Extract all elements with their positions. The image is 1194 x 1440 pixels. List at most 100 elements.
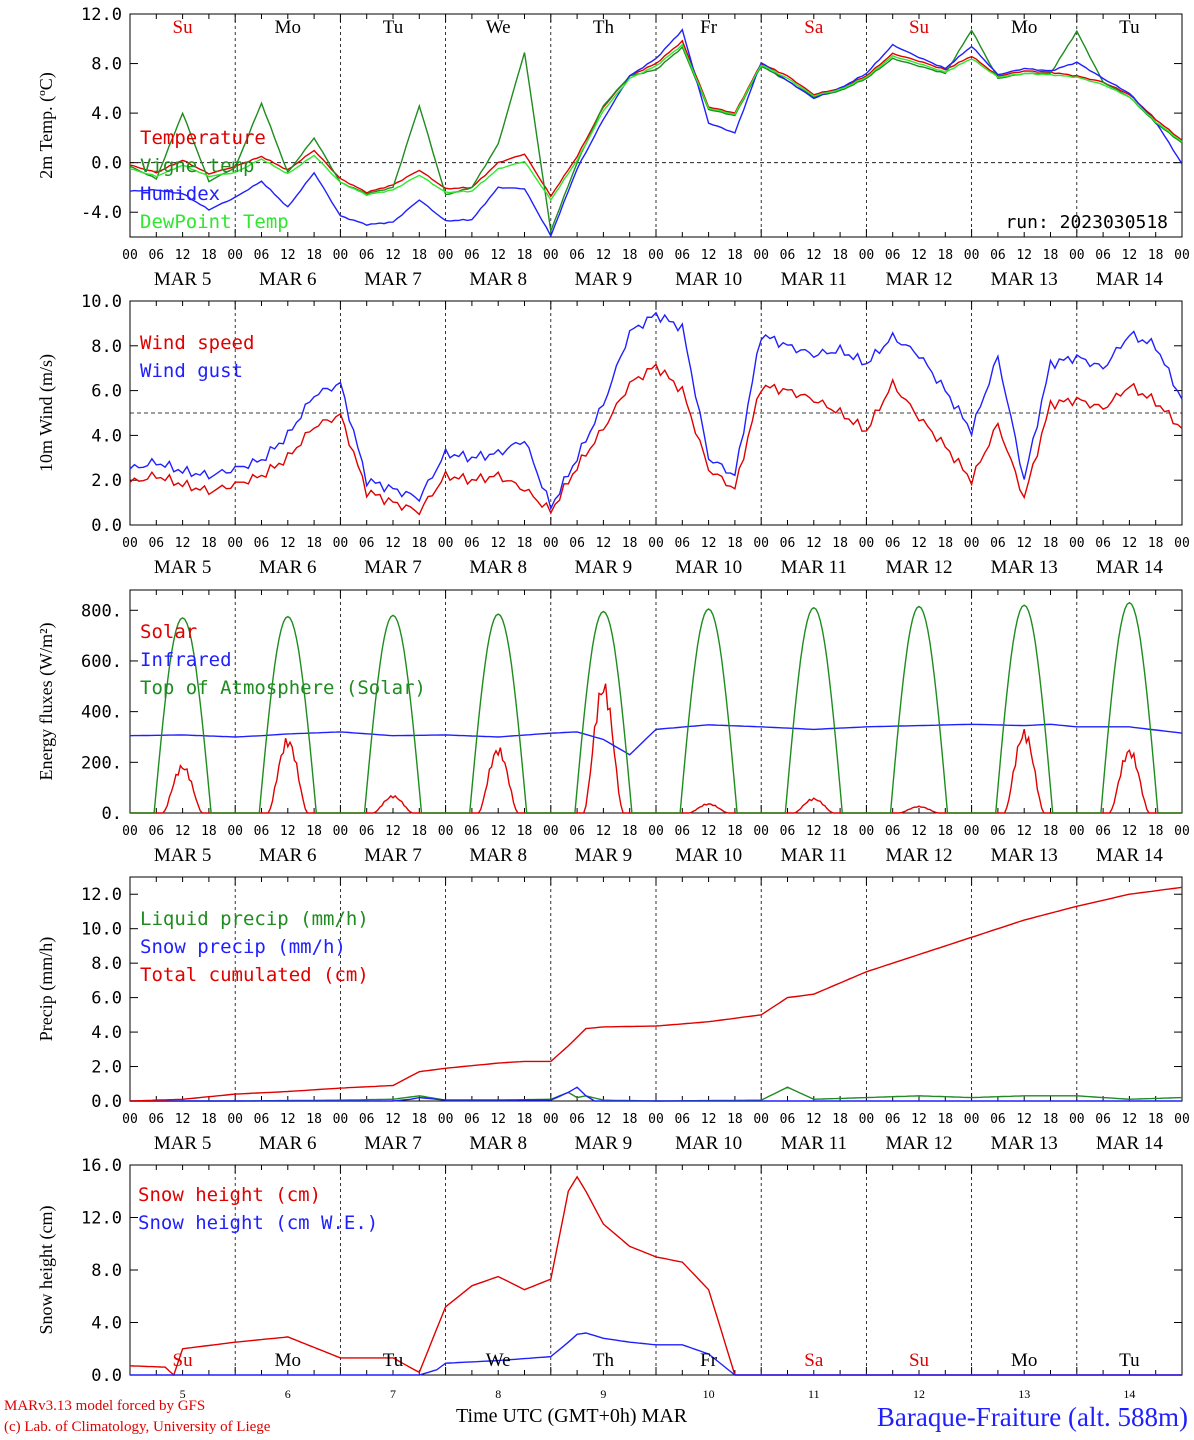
hour-tick-label: 00	[227, 248, 243, 263]
hour-tick-label: 18	[832, 1112, 848, 1127]
y-tick-label: 0.0	[91, 1092, 122, 1112]
hour-tick-label: 12	[280, 824, 296, 839]
hour-tick-label: 00	[438, 1112, 454, 1127]
weekday-label: Su	[173, 1350, 194, 1371]
hour-tick-label: 06	[1095, 248, 1111, 263]
hour-tick-label: 12	[1122, 536, 1138, 551]
hour-tick-label: 06	[674, 248, 690, 263]
date-label: MAR 14	[1096, 557, 1164, 578]
weekday-label: Tu	[383, 1350, 404, 1371]
hour-tick-label: 06	[464, 536, 480, 551]
legend-entry: Solar	[140, 621, 197, 643]
hour-tick-label: 18	[517, 1112, 533, 1127]
date-label: MAR 11	[781, 845, 847, 866]
date-label: MAR 5	[154, 269, 212, 290]
hour-tick-label: 06	[780, 824, 796, 839]
date-label: MAR 14	[1096, 845, 1164, 866]
hour-tick-label: 00	[227, 536, 243, 551]
hour-tick-label: 00	[1174, 248, 1190, 263]
hour-tick-label: 12	[490, 1112, 506, 1127]
hour-tick-label: 18	[1043, 248, 1059, 263]
hour-tick-label: 18	[411, 248, 427, 263]
date-label: MAR 9	[575, 269, 633, 290]
y-tick-label: 200.	[81, 753, 122, 773]
hour-tick-label: 18	[201, 1112, 217, 1127]
y-tick-label: 10.0	[81, 920, 122, 940]
hour-tick-label: 12	[1016, 1112, 1032, 1127]
hour-tick-label: 06	[990, 536, 1006, 551]
hour-tick-label: 06	[674, 536, 690, 551]
date-label: MAR 13	[991, 557, 1058, 578]
hour-tick-label: 06	[254, 1112, 270, 1127]
hour-tick-label: 06	[464, 824, 480, 839]
plot-frame	[129, 13, 1183, 238]
date-label: MAR 7	[364, 845, 422, 866]
date-label: MAR 7	[364, 557, 422, 578]
hour-tick-label: 06	[780, 536, 796, 551]
hour-tick-label: 06	[254, 536, 270, 551]
y-tick-label: 8.0	[91, 337, 122, 357]
hour-tick-label: 12	[175, 824, 191, 839]
hour-tick-label: 00	[753, 1112, 769, 1127]
hour-tick-label: 00	[333, 248, 349, 263]
hour-tick-label: 18	[1043, 536, 1059, 551]
hour-tick-label: 06	[1095, 824, 1111, 839]
hour-tick-label: 00	[543, 248, 559, 263]
weekday-label: Su	[909, 17, 930, 38]
weekday-label: Su	[909, 1350, 930, 1371]
date-label: MAR 13	[991, 269, 1058, 290]
hour-tick-label: 06	[1095, 536, 1111, 551]
hour-tick-label: 00	[333, 536, 349, 551]
y-tick-label: 0.0	[91, 516, 122, 536]
y-tick-label: 0.0	[91, 154, 122, 174]
date-label: MAR 10	[675, 845, 742, 866]
hour-tick-label: 18	[306, 248, 322, 263]
hour-tick-label: 06	[148, 536, 164, 551]
hour-tick-label: 00	[753, 248, 769, 263]
hour-tick-label: 12	[385, 248, 401, 263]
date-label: MAR 12	[885, 269, 952, 290]
hour-tick-label: 18	[411, 536, 427, 551]
hour-tick-label: 06	[674, 824, 690, 839]
series-line-snow-precip-mm-h-	[130, 1086, 1182, 1102]
hour-tick-label: 18	[727, 536, 743, 551]
hour-tick-label: 12	[1016, 248, 1032, 263]
y-tick-label: 4.0	[91, 1314, 122, 1334]
y-axis-label: 2m Temp. (ºC)	[36, 72, 57, 178]
weekday-label: We	[486, 17, 511, 38]
hour-tick-label: 00	[859, 248, 875, 263]
weekday-label: Sa	[804, 17, 824, 38]
hour-tick-label: 12	[280, 536, 296, 551]
day-number-label: 11	[808, 1387, 820, 1401]
day-number-label: 14	[1123, 1387, 1135, 1401]
hour-tick-label: 00	[648, 248, 664, 263]
hour-tick-label: 12	[596, 1112, 612, 1127]
hour-tick-label: 18	[622, 1112, 638, 1127]
date-label: MAR 6	[259, 1133, 317, 1154]
series-line-wind-gust	[129, 311, 1183, 511]
hour-tick-label: 06	[148, 248, 164, 263]
hour-tick-label: 00	[333, 1112, 349, 1127]
legend-entry: Total cumulated (cm)	[140, 964, 369, 986]
day-number-label: 12	[913, 1387, 925, 1401]
legend-entry: Snow height (cm)	[138, 1184, 321, 1206]
hour-tick-label: 00	[964, 536, 980, 551]
weekday-label: Tu	[1119, 1350, 1140, 1371]
weekday-label: Fr	[700, 17, 718, 38]
series-line-top-of-atmosphere-solar-	[130, 601, 1182, 814]
hour-tick-label: 00	[333, 824, 349, 839]
hour-tick-label: 06	[780, 248, 796, 263]
y-tick-label: 4.0	[91, 426, 122, 446]
date-label: MAR 6	[259, 845, 317, 866]
hour-tick-label: 00	[438, 824, 454, 839]
hour-tick-label: 06	[359, 536, 375, 551]
series-line-vigne-temp	[129, 29, 1183, 234]
date-label: MAR 9	[575, 845, 633, 866]
hour-tick-label: 00	[964, 248, 980, 263]
hour-tick-label: 06	[359, 1112, 375, 1127]
hour-tick-label: 12	[175, 1112, 191, 1127]
hour-tick-label: 18	[517, 536, 533, 551]
date-label: MAR 8	[469, 557, 527, 578]
hour-tick-label: 00	[1174, 536, 1190, 551]
date-label: MAR 5	[154, 557, 212, 578]
